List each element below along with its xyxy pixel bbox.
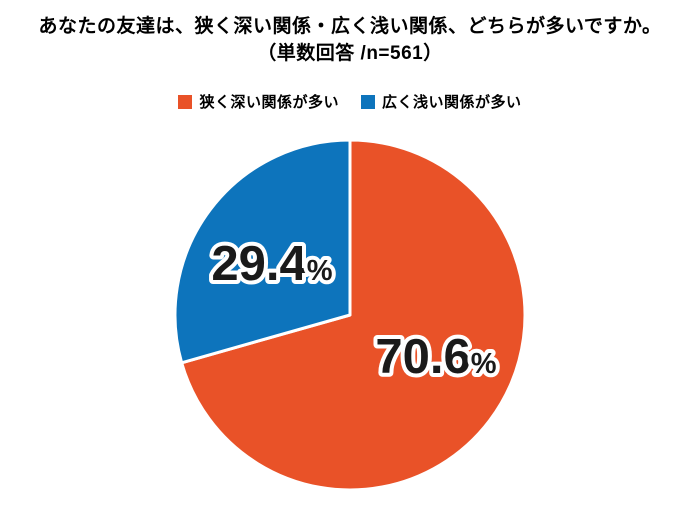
chart-title: あなたの友達は、狭く深い関係・広く浅い関係、どちらが多いですか。 （単数回答 /…: [0, 13, 700, 67]
legend-item-broad-shallow: 広く浅い関係が多い: [361, 91, 522, 112]
chart-title-line2: （単数回答 /n=561）: [257, 43, 443, 64]
legend-item-narrow-deep: 狭く深い関係が多い: [178, 91, 339, 112]
pie-slice-value-label-2: 29.4%: [211, 237, 332, 291]
pie-slice-value-label-1: 70.6%: [375, 330, 496, 384]
legend-swatch-orange: [178, 94, 193, 109]
legend-label-narrow-deep: 狭く深い関係が多い: [199, 94, 339, 111]
pie-slice-2: [173, 138, 352, 365]
chart-legend: 狭く深い関係が多い 広く浅い関係が多い: [0, 91, 700, 112]
legend-label-broad-shallow: 広く浅い関係が多い: [382, 94, 522, 111]
legend-swatch-blue: [361, 94, 375, 109]
pie-slice-1: [180, 138, 527, 492]
chart-title-line1: あなたの友達は、狭く深い関係・広く浅い関係、どちらが多いですか。: [38, 16, 662, 37]
